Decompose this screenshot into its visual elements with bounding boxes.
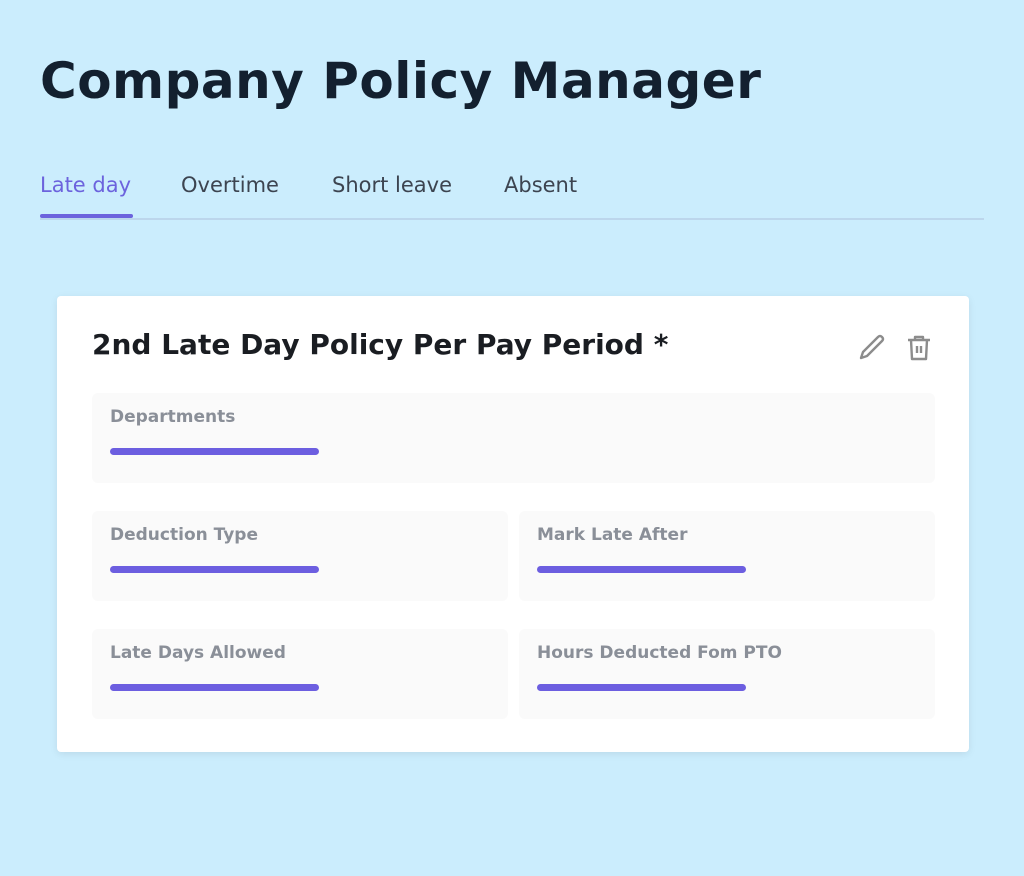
policy-card: 2nd Late Day Policy Per Pay Period * Dep… [57, 296, 969, 752]
field-label: Hours Deducted Fom PTO [537, 643, 782, 663]
field-value-placeholder [110, 566, 319, 573]
field-deduction-type[interactable]: Deduction Type [92, 511, 508, 601]
field-mark-late-after[interactable]: Mark Late After [519, 511, 935, 601]
tab-absent[interactable]: Absent [504, 173, 578, 197]
tab-overtime[interactable]: Overtime [181, 173, 279, 197]
tab-short-leave[interactable]: Short leave [332, 173, 453, 197]
trash-icon[interactable] [903, 332, 935, 364]
active-tab-indicator [40, 214, 133, 218]
field-departments[interactable]: Departments [92, 393, 935, 483]
field-value-placeholder [537, 566, 746, 573]
field-label: Mark Late After [537, 525, 688, 545]
field-hours-deducted[interactable]: Hours Deducted Fom PTO [519, 629, 935, 719]
field-value-placeholder [110, 684, 319, 691]
pencil-icon[interactable] [855, 332, 887, 364]
field-late-days-allowed[interactable]: Late Days Allowed [92, 629, 508, 719]
field-label: Departments [110, 407, 236, 427]
policy-title: 2nd Late Day Policy Per Pay Period * [92, 328, 669, 361]
tab-late-day[interactable]: Late day [40, 173, 132, 197]
field-label: Deduction Type [110, 525, 259, 545]
page-title: Company Policy Manager [40, 52, 762, 110]
field-value-placeholder [537, 684, 746, 691]
tab-bar: Late day Overtime Short leave Absent [40, 170, 984, 220]
field-label: Late Days Allowed [110, 643, 286, 663]
field-value-placeholder [110, 448, 319, 455]
